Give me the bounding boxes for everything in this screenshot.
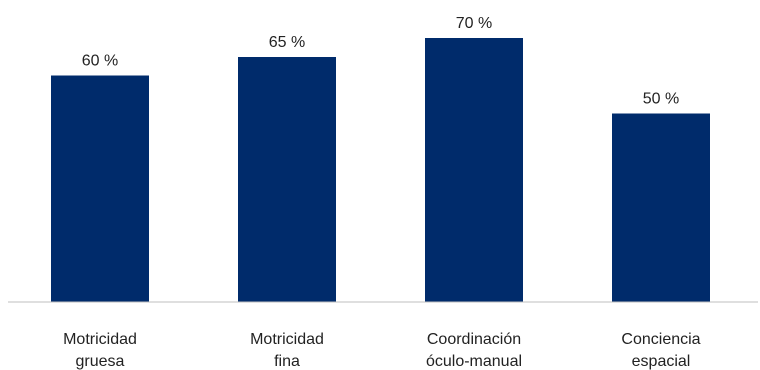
category-label-2-line-2: fina [274,353,300,370]
bar-4 [612,113,710,302]
value-label-2: 65 % [269,34,305,51]
category-label-1: Motricidad gruesa [63,331,137,370]
category-label-2: Motricidad fina [250,331,324,370]
value-label-3: 70 % [456,15,492,32]
category-label-2-line-1: Motricidad [250,331,324,348]
value-label-4: 50 % [643,90,679,107]
category-label-1-line-2: gruesa [76,353,125,370]
value-label-1: 60 % [82,53,118,70]
bar-2 [238,56,336,302]
category-label-4-line-2: espacial [632,353,691,370]
bar-3 [425,38,523,302]
category-labels-group: Motricidad gruesa Motricidad fina Coordinaci… [63,331,701,370]
category-label-1-line-1: Motricidad [63,331,137,348]
value-labels-group: 60 % 65 % 70 % 50 % [82,15,679,107]
bars-group [51,38,710,302]
bar-1 [51,75,149,302]
category-label-3-line-2: óculo-manual [426,353,522,370]
category-label-4-line-1: Conciencia [621,331,700,348]
category-label-4: Conciencia espacial [621,331,700,370]
category-label-3-line-1: Coordinación [427,331,521,348]
category-label-3: Coordinación óculo-manual [426,331,522,370]
